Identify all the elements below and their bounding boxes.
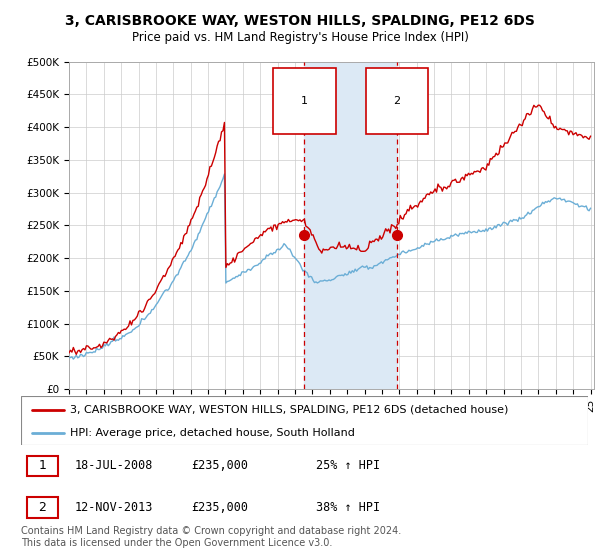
Text: 1: 1 [301,96,308,106]
FancyBboxPatch shape [21,396,588,445]
Text: Contains HM Land Registry data © Crown copyright and database right 2024.
This d: Contains HM Land Registry data © Crown c… [21,526,401,548]
Text: HPI: Average price, detached house, South Holland: HPI: Average price, detached house, Sout… [70,428,355,438]
Text: £235,000: £235,000 [191,459,248,473]
Text: 1: 1 [38,459,46,473]
Text: £235,000: £235,000 [191,501,248,514]
Text: 25% ↑ HPI: 25% ↑ HPI [316,459,380,473]
Text: 3, CARISBROOKE WAY, WESTON HILLS, SPALDING, PE12 6DS (detached house): 3, CARISBROOKE WAY, WESTON HILLS, SPALDI… [70,405,509,415]
Text: 2: 2 [38,501,46,514]
Text: Price paid vs. HM Land Registry's House Price Index (HPI): Price paid vs. HM Land Registry's House … [131,31,469,44]
FancyBboxPatch shape [26,497,58,517]
FancyBboxPatch shape [26,456,58,477]
Text: 2: 2 [394,96,401,106]
Text: 18-JUL-2008: 18-JUL-2008 [75,459,153,473]
Bar [304,62,397,389]
Text: 12-NOV-2013: 12-NOV-2013 [75,501,153,514]
Text: 38% ↑ HPI: 38% ↑ HPI [316,501,380,514]
Text: 3, CARISBROOKE WAY, WESTON HILLS, SPALDING, PE12 6DS: 3, CARISBROOKE WAY, WESTON HILLS, SPALDI… [65,14,535,28]
